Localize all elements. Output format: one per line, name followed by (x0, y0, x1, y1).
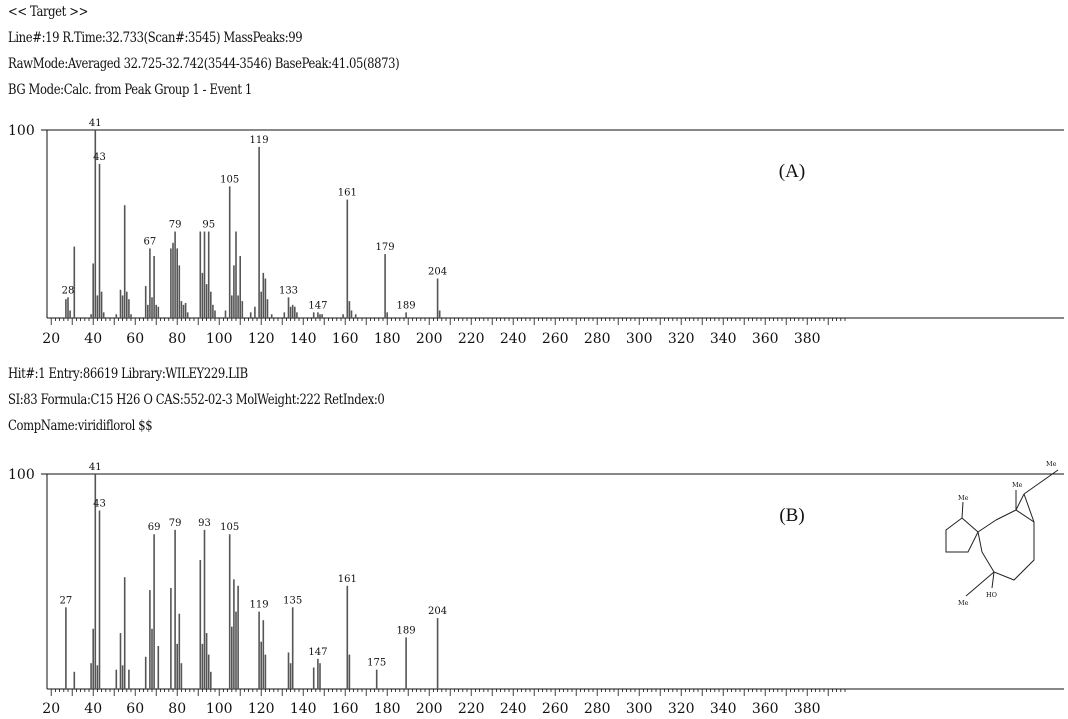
peak-label: 204 (428, 267, 447, 278)
hydroxyl-label: HO (986, 591, 997, 599)
peak-label: 79 (169, 220, 182, 231)
bg-mode-line: BG Mode:Calc. from Peak Group 1 - Event … (8, 82, 252, 98)
peak-label: 161 (338, 188, 357, 199)
peak-label: 41 (89, 118, 102, 129)
x-tick-label: 280 (584, 701, 611, 717)
y-tick-label: 100 (8, 467, 35, 483)
x-tick-label: 140 (290, 331, 317, 347)
peak-label: 189 (397, 300, 416, 311)
panel-tag: (B) (779, 505, 804, 526)
x-tick-label: 320 (668, 701, 695, 717)
spectrum-panel-b: 100 20 40 60 80 100 120 140 160 180 200 220 240 260 28… (8, 462, 1064, 717)
x-tick-label: 20 (42, 701, 60, 717)
x-tick-label: 360 (752, 331, 779, 347)
x-tick-label: 160 (332, 701, 359, 717)
x-tick-label: 60 (126, 331, 144, 347)
x-tick-label: 380 (794, 701, 821, 717)
scan-info-line: Line#:19 R.Time:32.733(Scan#:3545) MassP… (8, 30, 303, 46)
peak-label: 119 (250, 600, 269, 611)
x-tick-label: 180 (374, 331, 401, 347)
x-tick-label: 260 (542, 701, 569, 717)
x-tick-label: 100 (206, 701, 233, 717)
x-tick-label: 300 (626, 331, 653, 347)
x-tick-label: 20 (42, 331, 60, 347)
x-tick-label: 320 (668, 331, 695, 347)
methyl-label: Me (1046, 460, 1057, 468)
formula-line: SI:83 Formula:C15 H26 O CAS:552-02-3 Mol… (8, 392, 385, 408)
x-tick-label: 220 (458, 331, 485, 347)
target-header: << Target >> (8, 4, 88, 20)
x-tick-label: 100 (206, 331, 233, 347)
x-tick-label: 80 (168, 331, 186, 347)
peak-label: 43 (93, 152, 106, 163)
methyl-label: Me (1012, 481, 1023, 489)
x-tick-label: 60 (126, 701, 144, 717)
peak-label: 27 (60, 595, 73, 606)
methyl-label: Me (958, 599, 969, 607)
peak-label: 28 (62, 285, 75, 296)
methyl-label: Me (958, 494, 969, 502)
peak-label: 135 (283, 595, 302, 606)
x-tick-label: 240 (500, 331, 527, 347)
x-tick-label: 200 (416, 331, 443, 347)
x-tick-label: 300 (626, 701, 653, 717)
x-tick-label: 80 (168, 701, 186, 717)
peak-label: 43 (93, 499, 106, 510)
raw-mode-line: RawMode:Averaged 32.725-32.742(3544-3546… (8, 56, 400, 72)
peak-label: 189 (397, 625, 416, 636)
x-tick-label: 40 (84, 331, 102, 347)
x-tick-label: 160 (332, 331, 359, 347)
compound-name-line: CompName:viridiflorol $$ (8, 418, 153, 434)
peak-label: 133 (279, 285, 298, 296)
peak-label: 41 (89, 462, 102, 473)
x-tick-label: 120 (248, 701, 275, 717)
peak-label: 67 (144, 236, 157, 247)
peak-label: 105 (220, 174, 239, 185)
x-tick-label: 180 (374, 701, 401, 717)
x-tick-label: 340 (710, 701, 737, 717)
peak-label: 161 (338, 574, 357, 585)
peak-label: 204 (428, 606, 447, 617)
peak-label: 79 (169, 518, 182, 529)
x-tick-label: 200 (416, 701, 443, 717)
x-tick-label: 260 (542, 331, 569, 347)
peak-label: 105 (220, 522, 239, 533)
x-tick-label: 340 (710, 331, 737, 347)
peak-label: 119 (250, 135, 269, 146)
peak-label: 147 (308, 647, 327, 658)
y-tick-label: 100 (8, 123, 35, 139)
viridiflorol-structure-diagram: Me Me Me HO Me (945, 460, 1059, 607)
hit-info-line: Hit#:1 Entry:86619 Library:WILEY229.LIB (8, 366, 248, 382)
peak-label: 179 (376, 242, 395, 253)
peak-label: 95 (202, 220, 215, 231)
x-tick-label: 140 (290, 701, 317, 717)
x-tick-label: 360 (752, 701, 779, 717)
peak-label: 175 (367, 658, 386, 669)
peak-label: 93 (198, 518, 211, 529)
x-tick-label: 380 (794, 331, 821, 347)
x-tick-label: 220 (458, 701, 485, 717)
panel-tag: (A) (779, 161, 805, 182)
x-tick-label: 120 (248, 331, 275, 347)
spectrum-panel-a: 100 20 40 60 80 100 120 140 160 180 200 220 240 260 28… (8, 118, 1064, 347)
peak-label: 69 (148, 522, 161, 533)
x-tick-label: 40 (84, 701, 102, 717)
peak-label: 147 (308, 300, 327, 311)
x-tick-label: 280 (584, 331, 611, 347)
x-tick-label: 240 (500, 701, 527, 717)
